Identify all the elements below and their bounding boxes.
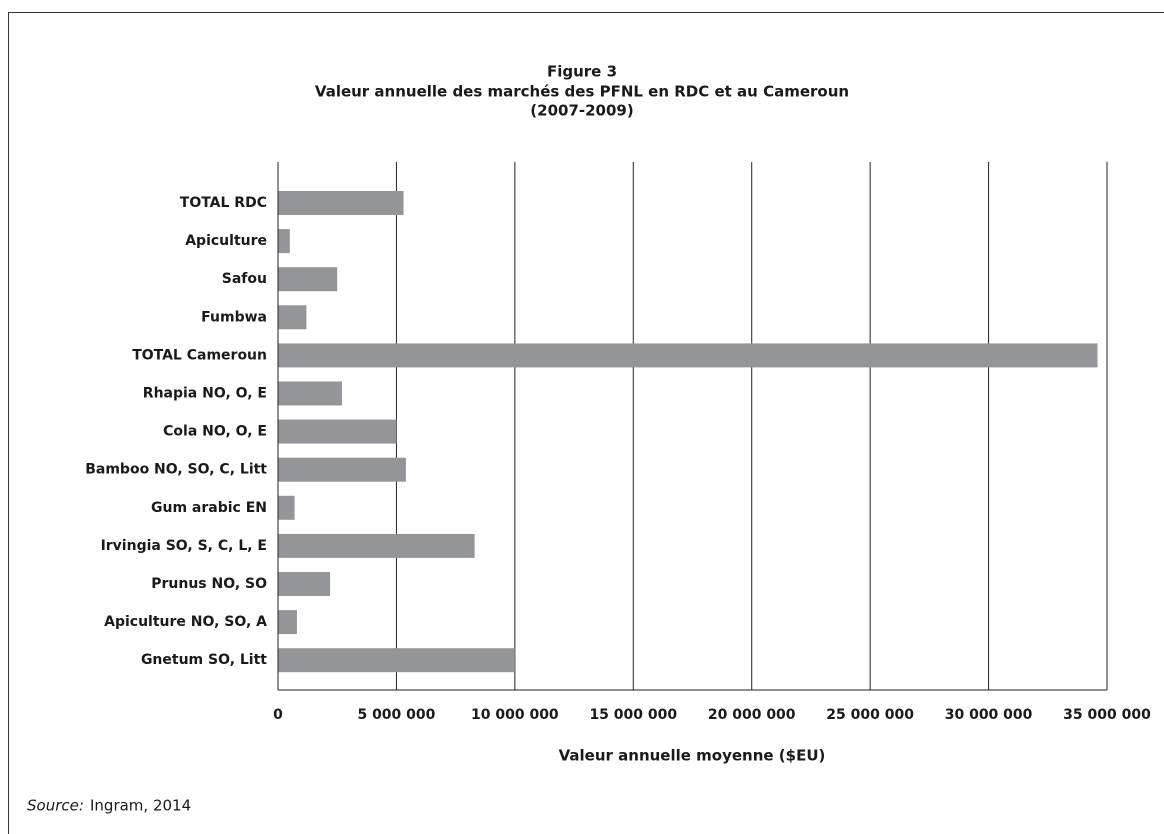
x-tick-label: 10 000 000 <box>471 707 559 723</box>
bar <box>278 419 397 444</box>
y-tick-label: Gnetum SO, Litt <box>141 652 267 668</box>
x-tick-label: 35 000 000 <box>1063 707 1151 723</box>
y-tick-label: Cola NO, O, E <box>163 424 267 440</box>
y-tick-label: Apiculture <box>185 233 267 249</box>
x-axis-label: Valeur annuelle moyenne ($EU) <box>559 747 826 765</box>
y-tick-label: Gum arabic EN <box>151 500 267 516</box>
chart-title: Valeur annuelle des marchés des PFNL en … <box>315 83 849 101</box>
bar <box>278 572 331 596</box>
source-label: Source: <box>27 797 84 815</box>
source: Ingram, 2014 <box>90 797 191 815</box>
bar <box>278 305 307 330</box>
bar <box>278 343 1098 368</box>
bar <box>278 267 338 292</box>
y-tick-label: Bamboo NO, SO, C, Litt <box>85 462 267 478</box>
x-tick-label: 15 000 000 <box>589 707 677 723</box>
figure-label: Figure 3 <box>547 63 617 81</box>
x-tick-label: 0 <box>273 707 283 723</box>
y-tick-label: TOTAL RDC <box>180 195 267 211</box>
y-tick-label: Prunus NO, SO <box>151 576 267 592</box>
bar <box>278 191 404 215</box>
x-tick-label: 25 000 000 <box>826 707 914 723</box>
chart-subtitle: (2007-2009) <box>530 102 633 120</box>
bar <box>278 381 342 406</box>
x-tick-label: 30 000 000 <box>945 707 1033 723</box>
y-tick-label: Irvingia SO, S, C, L, E <box>101 538 267 554</box>
x-tick-label: 5 000 000 <box>357 707 435 723</box>
y-tick-label: Rhapia NO, O, E <box>143 386 267 402</box>
x-tick-label: 20 000 000 <box>708 707 796 723</box>
y-tick-label: Fumbwa <box>201 309 267 325</box>
bar <box>278 457 406 482</box>
bar <box>278 229 290 254</box>
y-tick-label: TOTAL Cameroun <box>132 347 267 363</box>
bar <box>278 533 475 558</box>
bar <box>278 648 515 673</box>
bar <box>278 495 295 520</box>
y-tick-label: Safou <box>222 271 267 287</box>
bar <box>278 610 297 635</box>
frame <box>8 12 1164 834</box>
y-tick-label: Apiculture NO, SO, A <box>104 614 267 630</box>
